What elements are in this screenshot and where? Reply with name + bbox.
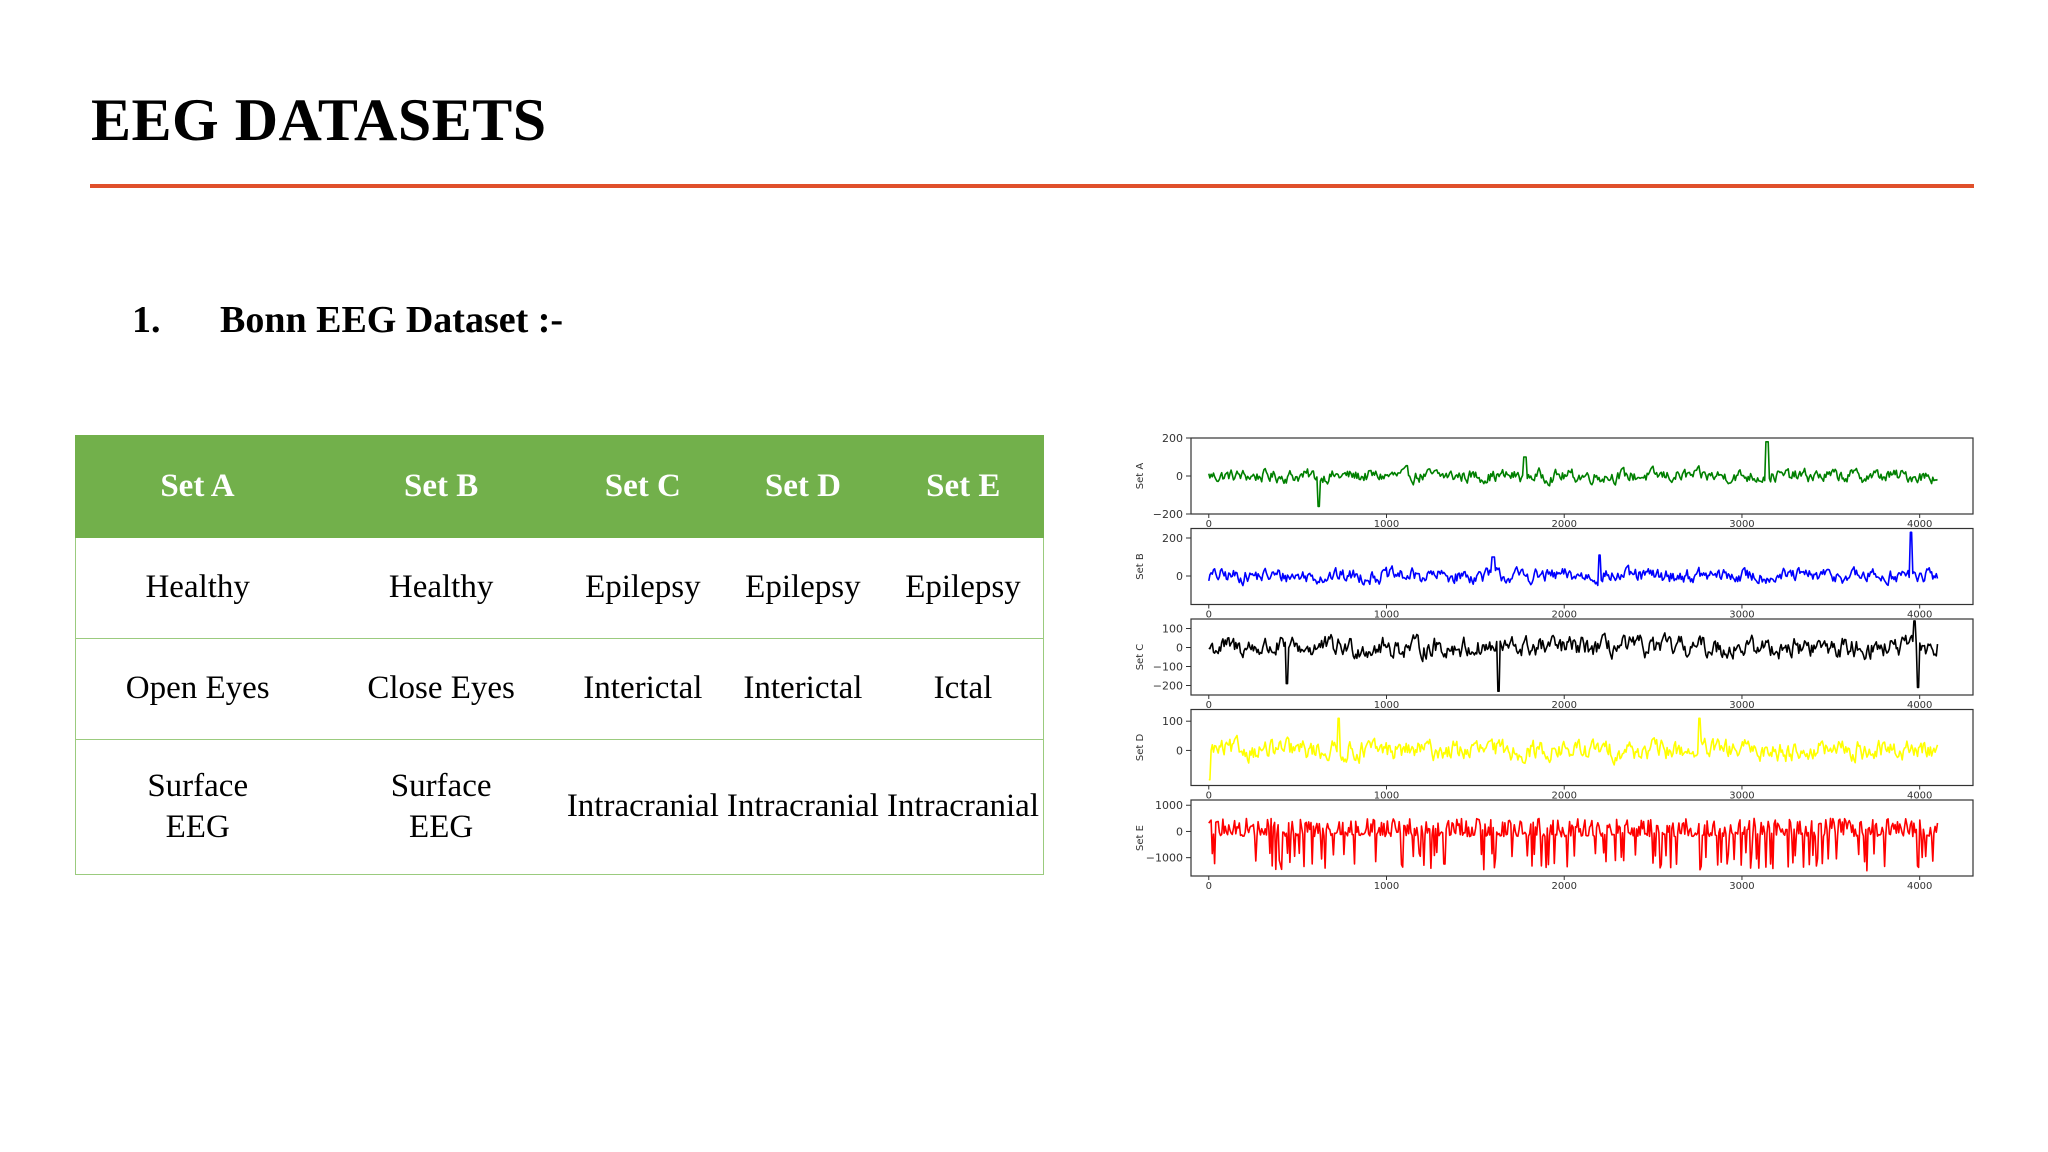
- x-tick-label: 1000: [1374, 700, 1399, 711]
- panel-ylabel: Set A: [1135, 463, 1146, 490]
- table-cell: Intracranial: [562, 739, 723, 875]
- x-tick-label: 0: [1206, 610, 1212, 621]
- section-number: 1.: [132, 299, 161, 341]
- section-title: Bonn EEG Dataset :-: [220, 299, 564, 341]
- table-cell: Healthy: [319, 537, 563, 639]
- x-tick-label: 4000: [1907, 881, 1932, 890]
- x-tick-label: 3000: [1729, 610, 1754, 621]
- y-tick-label: 1000: [1155, 799, 1183, 812]
- table-row: Healthy Healthy Epilepsy Epilepsy Epilep…: [75, 537, 1044, 639]
- header-set-a: Set A: [75, 435, 320, 538]
- table-cell: Epilepsy: [722, 537, 883, 639]
- table-cell: Open Eyes: [75, 638, 320, 740]
- y-tick-label: 100: [1162, 623, 1183, 636]
- x-tick-label: 0: [1206, 791, 1212, 802]
- y-tick-label: −200: [1153, 680, 1183, 693]
- x-tick-label: 2000: [1552, 610, 1577, 621]
- x-tick-label: 3000: [1729, 519, 1754, 530]
- y-tick-label: −200: [1153, 508, 1183, 521]
- table-cell: Interictal: [722, 638, 883, 740]
- x-tick-label: 2000: [1552, 881, 1577, 890]
- table-cell: Close Eyes: [319, 638, 563, 740]
- y-tick-label: 0: [1176, 642, 1183, 655]
- panel-ylabel: Set B: [1135, 553, 1146, 580]
- bonn-sets-table: Set A Set B Set C Set D Set E Healthy He…: [75, 435, 1044, 875]
- table-row: Surface EEG Surface EEG Intracranial Int…: [75, 739, 1044, 875]
- table-cell: Surface EEG: [75, 739, 320, 875]
- x-tick-label: 0: [1206, 881, 1212, 890]
- table-cell: Epilepsy: [882, 537, 1044, 639]
- x-tick-label: 0: [1206, 519, 1212, 530]
- x-tick-label: 1000: [1374, 791, 1399, 802]
- table-cell: Intracranial: [722, 739, 883, 875]
- x-tick-label: 4000: [1907, 519, 1932, 530]
- x-tick-label: 3000: [1729, 700, 1754, 711]
- table-cell: Intracranial: [882, 739, 1044, 875]
- table-cell: Ictal: [882, 638, 1044, 740]
- x-tick-label: 1000: [1374, 519, 1399, 530]
- panel-frame: [1190, 708, 1974, 787]
- y-tick-label: 0: [1176, 470, 1183, 483]
- y-tick-label: 200: [1162, 432, 1183, 445]
- x-tick-label: 3000: [1729, 881, 1754, 890]
- y-tick-label: −100: [1153, 661, 1183, 674]
- eeg-signal-line: [1208, 620, 1939, 693]
- y-tick-label: 0: [1176, 744, 1183, 757]
- x-tick-label: 1000: [1374, 881, 1399, 890]
- title-divider: [90, 184, 1974, 188]
- x-tick-label: 4000: [1907, 700, 1932, 711]
- x-tick-label: 1000: [1374, 610, 1399, 621]
- header-set-e: Set E: [882, 435, 1044, 538]
- table-cell: Surface EEG: [319, 739, 563, 875]
- panel-frame: [1190, 527, 1974, 606]
- x-tick-label: 0: [1206, 700, 1212, 711]
- y-tick-label: −1000: [1146, 852, 1183, 865]
- x-tick-label: 3000: [1729, 791, 1754, 802]
- eeg-signal-line: [1208, 817, 1939, 872]
- slide-title: EEG DATASETS: [91, 87, 547, 153]
- eeg-signal-line: [1208, 441, 1938, 508]
- x-tick-label: 4000: [1907, 610, 1932, 621]
- header-set-b: Set B: [318, 435, 564, 538]
- table-cell: Healthy: [75, 537, 320, 639]
- x-tick-label: 2000: [1552, 700, 1577, 711]
- panel-frame: [1190, 618, 1974, 696]
- eeg-signal-line: [1208, 717, 1939, 781]
- table-cell: Interictal: [562, 638, 723, 740]
- table-cell: Epilepsy: [562, 537, 723, 639]
- table-header-row: Set A Set B Set C Set D Set E: [75, 435, 1044, 538]
- panel-ylabel: Set D: [1135, 734, 1146, 762]
- header-set-c: Set C: [562, 435, 724, 538]
- section-heading: 1. Bonn EEG Dataset :-: [132, 298, 563, 342]
- x-tick-label: 2000: [1552, 791, 1577, 802]
- eeg-signal-line: [1208, 531, 1939, 587]
- panel-ylabel: Set E: [1135, 825, 1146, 851]
- y-tick-label: 200: [1162, 532, 1183, 545]
- panel-frame: [1190, 799, 1974, 877]
- table-row: Open Eyes Close Eyes Interictal Interict…: [75, 638, 1044, 740]
- x-tick-label: 2000: [1552, 519, 1577, 530]
- y-tick-label: 0: [1176, 825, 1183, 838]
- panel-ylabel: Set C: [1135, 644, 1146, 671]
- x-tick-label: 4000: [1907, 791, 1932, 802]
- y-tick-label: 0: [1176, 570, 1183, 583]
- y-tick-label: 100: [1162, 715, 1183, 728]
- header-set-d: Set D: [722, 435, 884, 538]
